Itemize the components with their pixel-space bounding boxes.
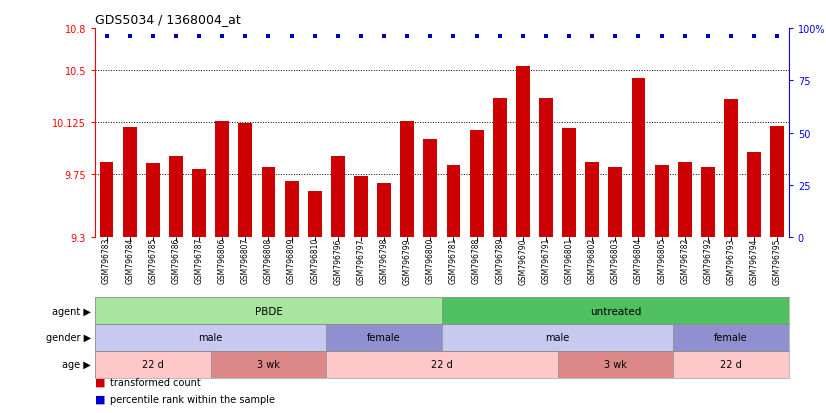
Text: GSM796808: GSM796808 [264,237,273,284]
Text: age ▶: age ▶ [62,359,91,370]
Text: GSM796781: GSM796781 [449,237,458,284]
Bar [377,183,391,237]
Bar [123,128,136,237]
Text: GSM796794: GSM796794 [750,237,758,284]
Bar [285,182,298,237]
Text: female: female [368,332,401,343]
Text: GSM796795: GSM796795 [773,237,781,284]
Bar [470,131,483,237]
Bar [673,324,789,351]
Text: 22 d: 22 d [142,359,164,370]
Bar [516,66,529,237]
Bar [95,324,326,351]
Text: percentile rank within the sample: percentile rank within the sample [110,394,275,404]
Text: PBDE: PBDE [254,306,282,316]
Text: agent ▶: agent ▶ [52,306,91,316]
Bar [100,162,113,237]
Text: GSM796798: GSM796798 [380,237,388,284]
Text: gender ▶: gender ▶ [45,332,91,343]
Bar [678,162,691,237]
Text: GSM796797: GSM796797 [357,237,365,284]
Text: GSM796805: GSM796805 [657,237,666,284]
Bar [262,168,275,237]
Text: GSM796801: GSM796801 [565,237,573,284]
Text: GSM796785: GSM796785 [149,237,157,284]
Bar [192,169,206,237]
Text: GSM796790: GSM796790 [519,237,527,284]
Bar [331,157,344,237]
Bar [673,351,789,378]
Text: GSM796802: GSM796802 [588,237,596,284]
Bar [326,351,558,378]
Bar [146,164,159,237]
Bar [701,168,714,237]
Bar [354,176,368,237]
Bar [748,153,761,237]
Bar [239,123,252,237]
Bar [169,157,183,237]
Text: male: male [545,332,570,343]
Bar [655,165,668,237]
Bar [632,79,645,237]
Bar [447,165,460,237]
Bar [442,297,789,324]
Text: GSM796784: GSM796784 [126,237,134,284]
Text: GSM796804: GSM796804 [634,237,643,284]
Text: GSM796807: GSM796807 [241,237,249,284]
Text: 3 wk: 3 wk [604,359,627,370]
Bar [539,98,553,237]
Text: 22 d: 22 d [720,359,742,370]
Text: GDS5034 / 1368004_at: GDS5034 / 1368004_at [95,13,240,26]
Bar [326,324,442,351]
Text: GSM796786: GSM796786 [172,237,180,284]
Text: female: female [714,332,748,343]
Text: GSM796799: GSM796799 [403,237,411,284]
Text: GSM796796: GSM796796 [334,237,342,284]
Text: GSM796800: GSM796800 [426,237,434,284]
Bar [95,351,211,378]
Bar [308,192,321,237]
Text: GSM796783: GSM796783 [102,237,111,284]
Text: ■: ■ [95,377,106,387]
Bar [609,168,622,237]
Bar [401,122,414,237]
Text: GSM796809: GSM796809 [287,237,296,284]
Bar [563,129,576,237]
Bar [442,324,673,351]
Bar [586,162,599,237]
Bar [211,351,326,378]
Text: GSM796787: GSM796787 [195,237,203,284]
Text: male: male [198,332,223,343]
Text: GSM796782: GSM796782 [681,237,689,284]
Text: 22 d: 22 d [431,359,453,370]
Text: GSM796806: GSM796806 [218,237,226,284]
Text: GSM796791: GSM796791 [542,237,550,284]
Text: GSM796792: GSM796792 [704,237,712,284]
Text: 3 wk: 3 wk [257,359,280,370]
Text: GSM796789: GSM796789 [496,237,504,284]
Bar [771,126,784,237]
Text: ■: ■ [95,394,106,404]
Bar [724,100,738,237]
Text: GSM796803: GSM796803 [611,237,620,284]
Bar [95,297,442,324]
Text: untreated: untreated [590,306,641,316]
Text: GSM796810: GSM796810 [311,237,319,284]
Bar [424,140,437,237]
Bar [558,351,673,378]
Text: GSM796793: GSM796793 [727,237,735,284]
Bar [493,98,506,237]
Text: GSM796788: GSM796788 [472,237,481,284]
Bar [216,122,229,237]
Text: transformed count: transformed count [110,377,201,387]
